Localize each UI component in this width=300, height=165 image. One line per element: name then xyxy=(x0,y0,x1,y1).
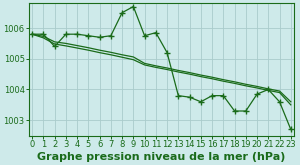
X-axis label: Graphe pression niveau de la mer (hPa): Graphe pression niveau de la mer (hPa) xyxy=(37,151,286,162)
